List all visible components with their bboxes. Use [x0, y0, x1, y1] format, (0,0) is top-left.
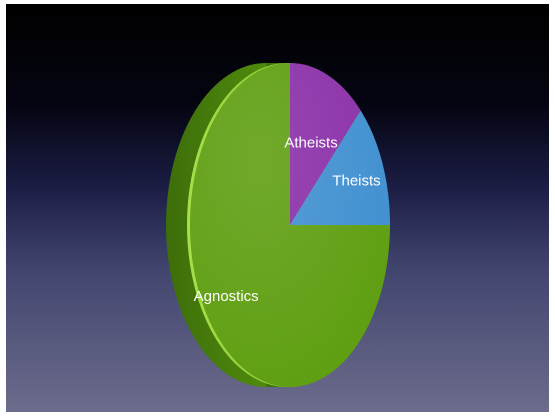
slice-label-theists: Theists — [332, 172, 380, 189]
slice-label-atheists: Atheists — [284, 135, 337, 152]
slice-label-agnostics: Agnostics — [194, 288, 259, 305]
slide-background: Atheists Theists Agnostics — [6, 4, 549, 412]
pie-sheen — [190, 63, 390, 387]
pie-chart: Atheists Theists Agnostics — [166, 63, 390, 387]
